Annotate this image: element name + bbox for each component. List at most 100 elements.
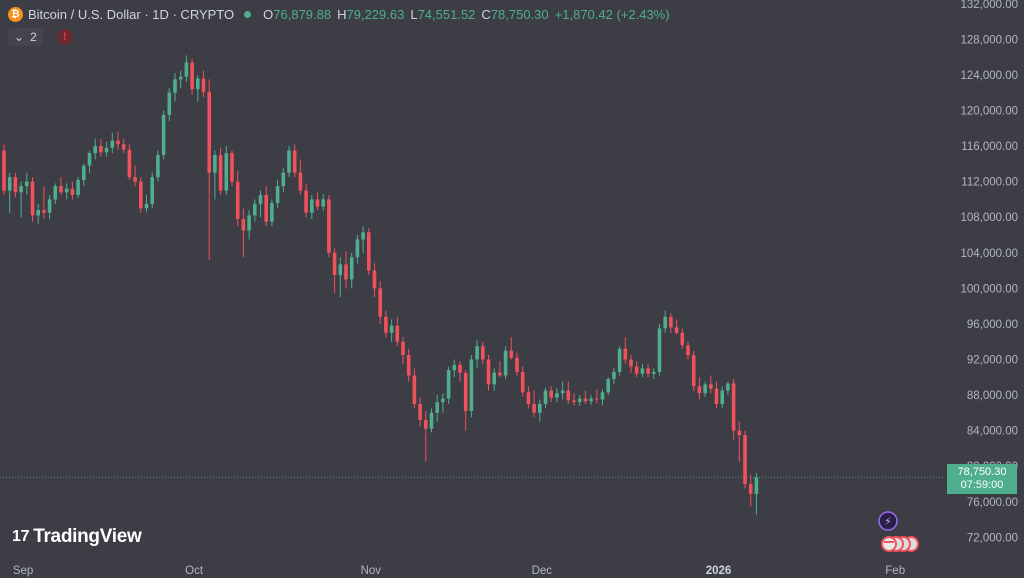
price-tick-label: 112,000.00 (961, 177, 1018, 189)
candle-body (424, 419, 428, 429)
event-markers[interactable]: ⚡ (878, 511, 919, 552)
candle-body (224, 153, 229, 191)
candle (121, 138, 126, 154)
symbol-title[interactable]: Bitcoin / U.S. Dollar · 1D · CRYPTO (28, 6, 235, 22)
candle (144, 194, 149, 212)
candle-body (42, 210, 46, 213)
candle-body (555, 393, 559, 398)
time-tick-label: Sep (13, 565, 33, 577)
candle-body (560, 390, 565, 394)
candle (378, 281, 382, 324)
candle-body (606, 379, 610, 393)
candle (743, 430, 747, 489)
candle-body (395, 325, 400, 342)
candle (344, 250, 348, 289)
lightning-icon (878, 511, 898, 531)
candle (247, 210, 251, 240)
candle-body (270, 202, 274, 222)
time-tick-label: Oct (185, 565, 204, 577)
candle (634, 361, 639, 378)
candle-body (25, 181, 29, 187)
last-price-tag: 78,750.30 07:59:00 (947, 464, 1017, 494)
candle-body (104, 147, 109, 153)
candle (441, 393, 445, 413)
bitcoin-icon: ₿ (8, 6, 23, 22)
candle-body (481, 346, 485, 360)
candle-body (372, 270, 377, 289)
candle (2, 144, 6, 195)
high-value: 79,229.63 (346, 6, 405, 22)
candle-body (116, 140, 120, 145)
indicators-count: 2 (30, 30, 37, 44)
candle-body (127, 149, 132, 178)
candle-body (184, 62, 189, 77)
candle-body (463, 372, 468, 412)
indicators-toggle-button[interactable]: ⌄ 2 (8, 28, 43, 46)
candle-body (652, 371, 656, 374)
candle (703, 381, 707, 397)
tradingview-logo[interactable]: 17 TradingView (12, 526, 142, 548)
candle (515, 352, 519, 376)
price-tick-label: 72,000.00 (967, 532, 1018, 544)
candle-body (669, 316, 673, 328)
candle (315, 192, 320, 211)
candle (167, 88, 172, 122)
candle (76, 177, 80, 198)
open-label: O (263, 6, 274, 22)
candle (737, 421, 742, 462)
candle-body (674, 327, 679, 333)
candle (748, 475, 753, 507)
candle-body (310, 199, 314, 213)
candle-body (418, 403, 422, 420)
candle (82, 163, 86, 187)
candle-body (64, 188, 69, 193)
candle (669, 313, 673, 333)
price-tick-label: 108,000.00 (960, 212, 1018, 224)
candle (53, 183, 58, 204)
candle (321, 194, 325, 211)
candle (372, 263, 377, 298)
candle (127, 144, 132, 180)
candle-body (577, 398, 582, 403)
candle (196, 74, 200, 102)
candle (714, 381, 719, 409)
alert-icon[interactable]: ! (56, 29, 73, 45)
candle-body (378, 288, 382, 317)
candle (435, 395, 439, 422)
candle-body (275, 186, 280, 203)
candle-body (121, 144, 126, 150)
candle-body (726, 383, 730, 391)
candle (583, 390, 588, 404)
candle-body (144, 203, 149, 209)
candle (99, 138, 103, 157)
candle (458, 361, 462, 382)
candle-body (646, 368, 650, 374)
candle-body (520, 371, 525, 393)
candle (270, 199, 274, 227)
candle (161, 110, 166, 160)
candle (104, 141, 109, 157)
candle-body (486, 359, 491, 385)
candle (349, 252, 354, 289)
candle (13, 172, 18, 198)
candle (606, 377, 610, 396)
tradingview-logo-icon: 17 (12, 528, 30, 545)
candle-body (150, 177, 154, 204)
candle-body (435, 402, 439, 413)
candle-body (446, 370, 451, 399)
candle (429, 408, 434, 433)
us-flag-icon (881, 536, 897, 552)
candle-body (737, 430, 742, 436)
candle (332, 248, 337, 293)
candle-body (384, 316, 388, 333)
candle-body (178, 76, 183, 80)
candle (150, 172, 154, 209)
candle (720, 386, 724, 409)
candle-body (133, 177, 137, 182)
candle-body (36, 210, 40, 216)
candle-body (731, 383, 736, 431)
candle (327, 194, 331, 258)
candle (612, 368, 616, 385)
candle-body (720, 390, 724, 404)
